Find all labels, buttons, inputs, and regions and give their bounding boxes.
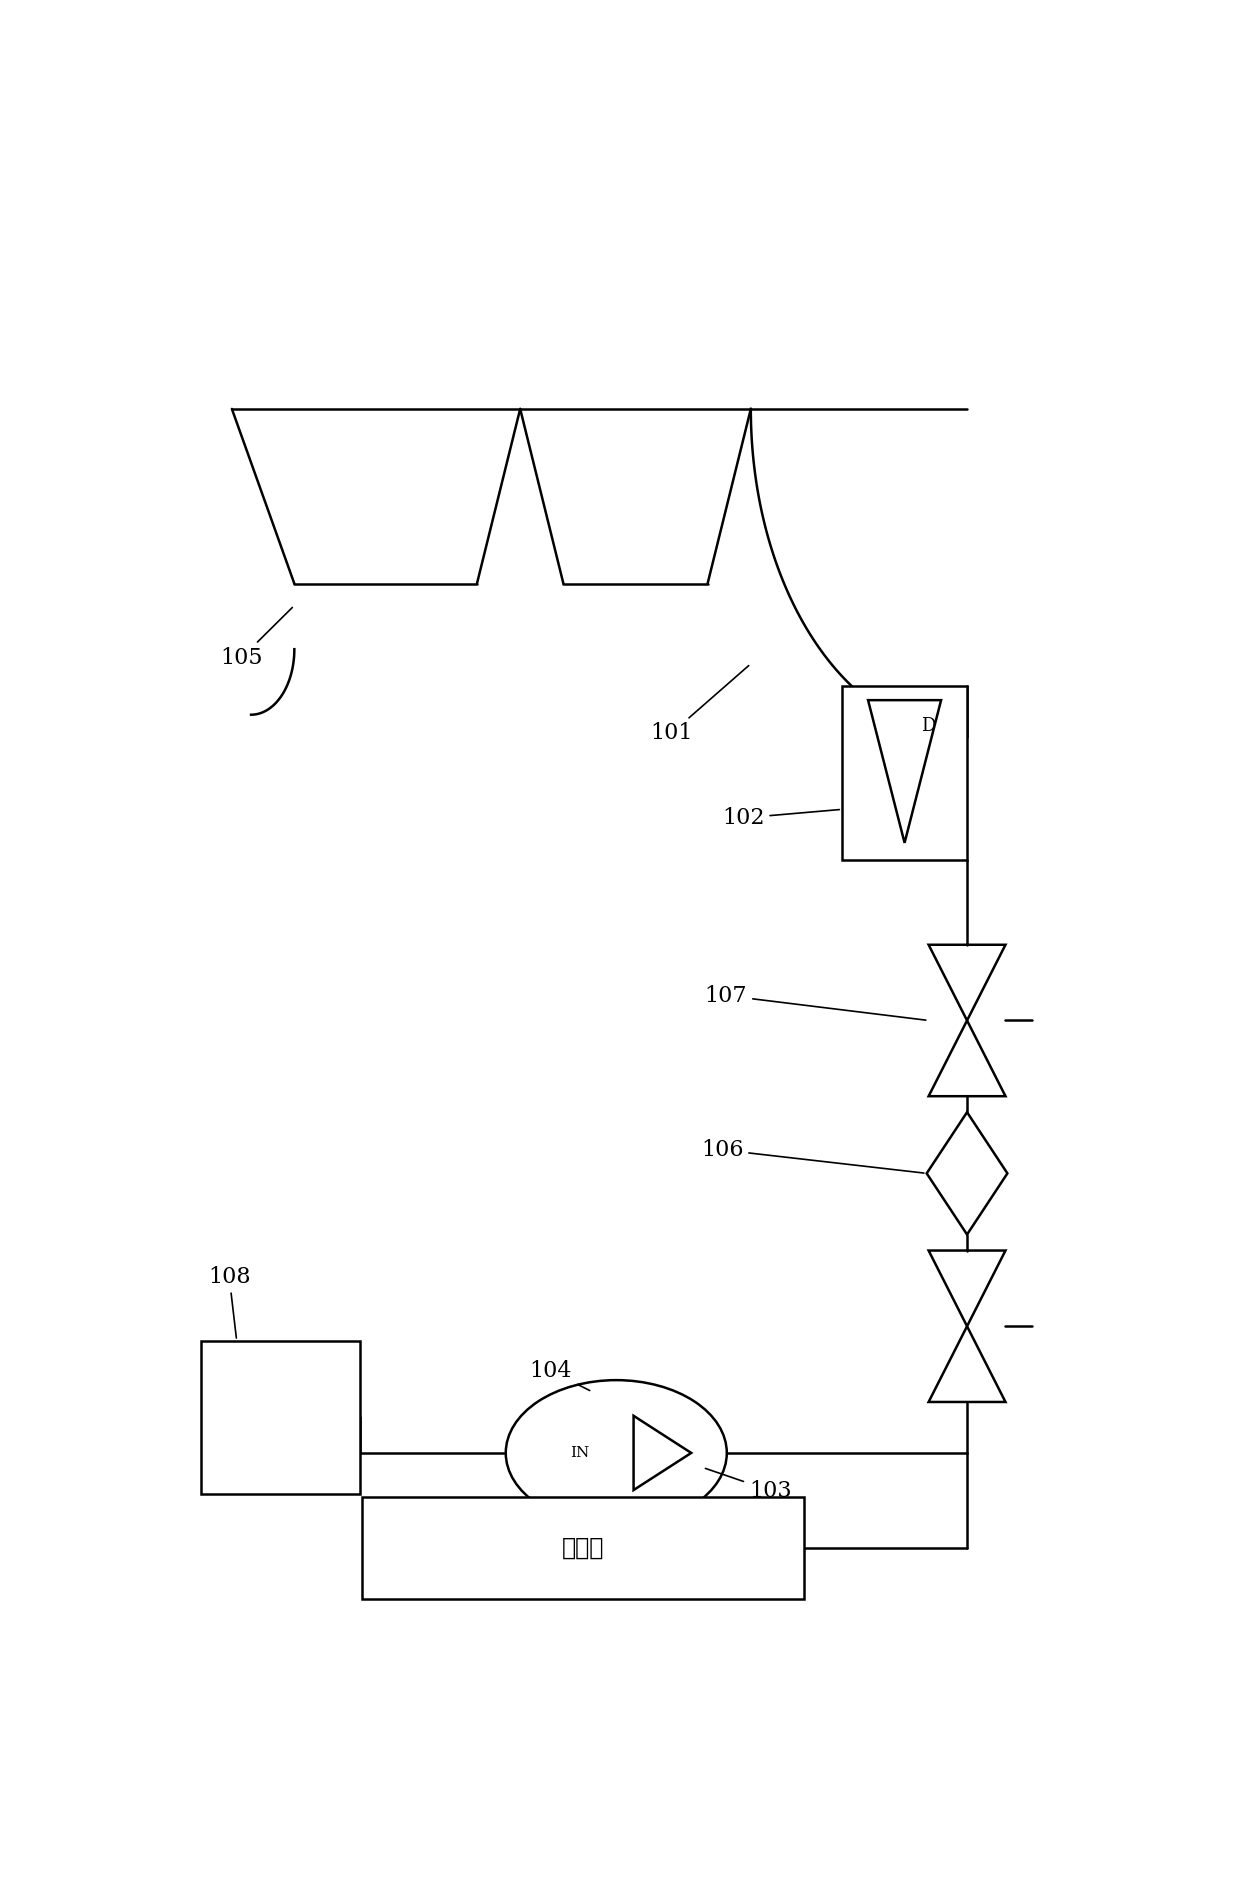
- Bar: [842, 686, 967, 860]
- Text: 105: 105: [221, 607, 293, 669]
- Bar: [362, 1496, 804, 1598]
- Bar: [201, 1341, 360, 1494]
- Text: 104: 104: [529, 1360, 590, 1390]
- Text: 102: 102: [722, 807, 839, 828]
- Text: 107: 107: [704, 985, 926, 1019]
- Text: 101: 101: [650, 666, 749, 745]
- Text: 108: 108: [208, 1265, 250, 1339]
- Text: 处理器: 处理器: [562, 1535, 604, 1560]
- Text: 103: 103: [706, 1469, 791, 1501]
- Text: IN: IN: [570, 1447, 589, 1460]
- Ellipse shape: [506, 1380, 727, 1526]
- Text: 106: 106: [701, 1138, 924, 1172]
- Text: D: D: [921, 717, 936, 736]
